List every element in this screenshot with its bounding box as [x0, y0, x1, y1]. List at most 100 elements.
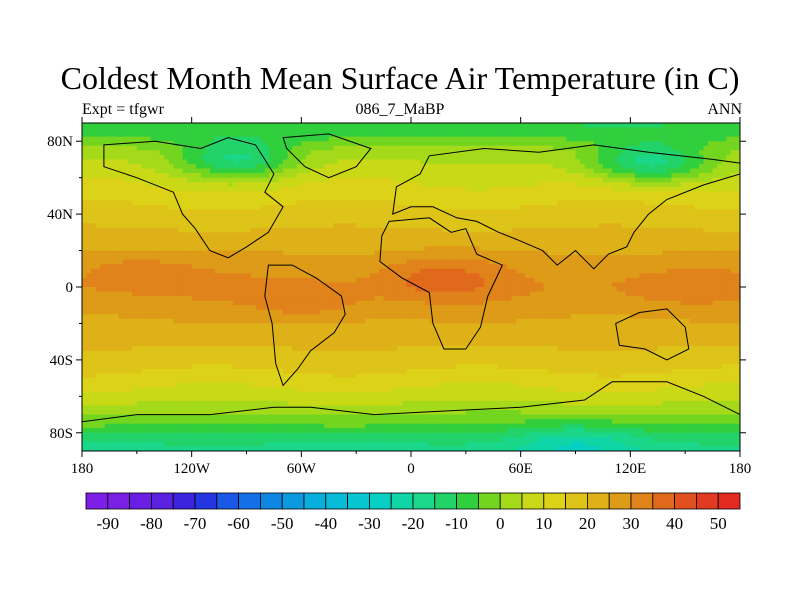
temperature-cell	[415, 186, 421, 192]
temperature-cell	[525, 150, 531, 156]
temperature-cell	[433, 273, 440, 279]
temperature-cell	[177, 241, 184, 247]
temperature-cell	[209, 277, 216, 284]
temperature-cell	[698, 195, 705, 202]
temperature-cell	[566, 259, 572, 265]
temperature-cell	[639, 218, 645, 224]
temperature-cell	[86, 227, 92, 233]
temperature-cell	[543, 141, 549, 147]
temperature-cell	[452, 191, 458, 197]
temperature-cell	[104, 186, 111, 192]
temperature-cell	[397, 223, 403, 229]
temperature-cell	[703, 268, 709, 274]
temperature-cell	[730, 241, 737, 247]
temperature-cell	[575, 273, 581, 279]
temperature-cell	[305, 268, 312, 274]
temperature-cell	[561, 250, 567, 256]
temperature-cell	[159, 227, 165, 233]
temperature-cell	[461, 236, 467, 243]
temperature-cell	[634, 246, 641, 252]
temperature-cell	[397, 195, 403, 202]
temperature-cell	[351, 186, 357, 192]
temperature-cell	[287, 141, 293, 147]
temperature-cell	[506, 218, 513, 224]
temperature-cell	[607, 195, 613, 202]
temperature-cell	[91, 200, 97, 206]
temperature-cell	[360, 141, 366, 147]
temperature-cell	[347, 214, 353, 220]
temperature-cell	[470, 268, 476, 274]
temperature-cell	[502, 150, 508, 156]
temperature-cell	[557, 164, 563, 170]
temperature-cell	[717, 255, 723, 261]
temperature-cell	[497, 154, 503, 161]
temperature-cell	[383, 195, 389, 202]
temperature-cell	[141, 205, 147, 211]
temperature-cell	[534, 136, 540, 142]
temperature-cell	[543, 127, 549, 133]
temperature-cell	[91, 191, 97, 197]
temperature-cell	[205, 205, 211, 211]
temperature-cell	[415, 123, 421, 129]
temperature-cell	[269, 209, 275, 215]
temperature-cell	[324, 191, 330, 197]
temperature-cell	[132, 145, 138, 151]
temperature-cell	[689, 264, 695, 270]
temperature-cell	[237, 168, 243, 174]
temperature-cell	[598, 132, 604, 138]
temperature-cell	[132, 205, 138, 211]
temperature-cell	[625, 150, 631, 156]
temperature-cell	[168, 136, 174, 142]
temperature-cell	[520, 218, 526, 224]
temperature-cell	[283, 200, 289, 206]
temperature-cell	[141, 273, 147, 279]
temperature-cell	[209, 264, 216, 270]
temperature-cell	[616, 159, 622, 165]
temperature-cell	[561, 132, 567, 138]
temperature-cell	[232, 209, 238, 215]
temperature-cell	[602, 232, 609, 238]
temperature-cell	[474, 277, 481, 284]
temperature-cell	[575, 227, 581, 233]
temperature-cell	[520, 195, 526, 202]
temperature-cell	[269, 273, 275, 279]
temperature-cell	[520, 168, 526, 174]
temperature-cell	[479, 214, 485, 220]
temperature-cell	[735, 246, 740, 252]
temperature-cell	[360, 186, 366, 192]
temperature-cell	[630, 182, 636, 188]
temperature-cell	[228, 214, 234, 220]
temperature-cell	[420, 141, 426, 147]
temperature-cell	[461, 123, 467, 129]
temperature-cell	[438, 154, 444, 161]
temperature-cell	[205, 223, 211, 229]
temperature-cell	[616, 200, 622, 206]
temperature-cell	[237, 223, 243, 229]
temperature-cell	[584, 141, 590, 147]
temperature-cell	[136, 241, 142, 247]
temperature-cell	[406, 195, 412, 202]
temperature-cell	[232, 223, 238, 229]
temperature-cell	[580, 273, 586, 279]
temperature-cell	[95, 154, 101, 161]
temperature-cell	[639, 195, 645, 202]
temperature-cell	[209, 127, 216, 133]
temperature-cell	[145, 205, 152, 211]
temperature-cell	[506, 159, 513, 165]
temperature-cell	[447, 177, 453, 183]
temperature-cell	[703, 241, 709, 247]
temperature-cell	[470, 164, 476, 170]
temperature-cell	[694, 227, 700, 233]
temperature-cell	[666, 264, 673, 270]
temperature-cell	[548, 223, 554, 229]
temperature-cell	[374, 232, 380, 238]
temperature-cell	[168, 191, 174, 197]
temperature-cell	[337, 173, 344, 179]
temperature-cell	[735, 150, 740, 156]
temperature-cell	[680, 136, 686, 142]
temperature-cell	[415, 154, 421, 161]
temperature-cell	[433, 214, 440, 220]
temperature-cell	[123, 195, 129, 202]
temperature-cell	[717, 182, 723, 188]
temperature-cell	[164, 273, 170, 279]
